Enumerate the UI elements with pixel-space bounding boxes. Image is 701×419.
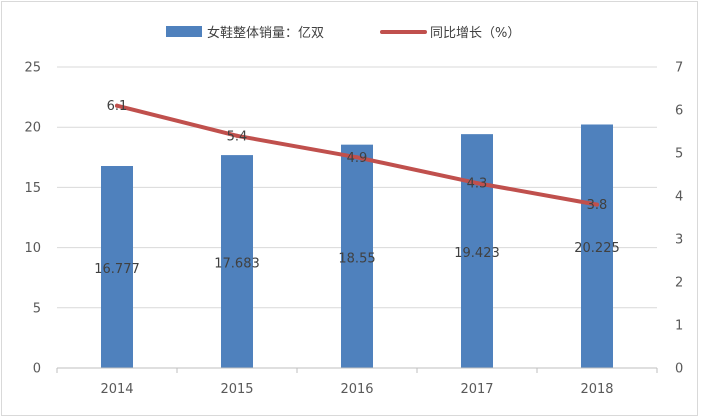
y-left-tick-label: 5 [33, 301, 41, 316]
bar [341, 144, 373, 368]
line-value-label: 4.3 [467, 177, 488, 192]
x-tick-label: 2015 [220, 382, 253, 397]
y-left-tick-label: 15 [24, 181, 41, 196]
x-tick-label: 2017 [460, 382, 493, 397]
line-point [595, 202, 599, 207]
y-right-tick-label: 6 [675, 104, 683, 119]
legend: 女鞋整体销量：亿双 同比增长（%） [166, 25, 520, 41]
x-tick-label: 2016 [340, 382, 373, 397]
line-point [115, 103, 119, 108]
x-tick-label: 2018 [580, 382, 613, 397]
line-series [115, 103, 599, 207]
line-value-label: 4.9 [347, 151, 368, 166]
bar-value-label: 16.777 [94, 262, 140, 277]
line-value-label: 5.4 [227, 129, 248, 144]
legend-bar-label: 女鞋整体销量：亿双 [207, 25, 324, 41]
bar-value-label: 20.225 [574, 241, 620, 256]
line-point [475, 181, 479, 186]
axes: 0 5 10 15 20 25 0 1 2 3 4 5 6 7 2014 2015 2016 2017 2018 [24, 61, 683, 398]
line-point [355, 155, 359, 160]
y-right-tick-label: 5 [675, 147, 683, 162]
data-labels: 16.777 17.683 18.55 19.423 20.225 6.1 5.4 4.9 4.… [94, 99, 620, 277]
bar-series [101, 124, 613, 368]
y-left-tick-label: 0 [33, 362, 41, 377]
y-right-tick-label: 0 [675, 362, 683, 377]
bar-value-label: 17.683 [214, 257, 260, 272]
y-right-tick-label: 2 [675, 276, 683, 291]
line-value-label: 3.8 [587, 198, 608, 213]
y-right-tick-label: 1 [675, 319, 683, 334]
line-value-label: 6.1 [107, 99, 128, 114]
y-right-tick-label: 4 [675, 190, 683, 205]
bar [581, 124, 613, 368]
y-right-tick-label: 7 [675, 61, 683, 76]
bar-value-label: 18.55 [338, 251, 375, 266]
legend-bar-swatch [166, 26, 202, 37]
y-left-tick-label: 25 [24, 61, 41, 76]
y-left-tick-label: 20 [24, 121, 41, 136]
y-left-tick-label: 10 [24, 241, 41, 256]
bar [101, 166, 133, 368]
bar [221, 155, 253, 368]
line-point [235, 133, 239, 138]
bar-value-label: 19.423 [454, 246, 500, 261]
bar [461, 134, 493, 368]
legend-line-label: 同比增长（%） [430, 26, 520, 41]
x-tick-label: 2014 [100, 382, 133, 397]
y-right-tick-label: 3 [675, 233, 683, 248]
